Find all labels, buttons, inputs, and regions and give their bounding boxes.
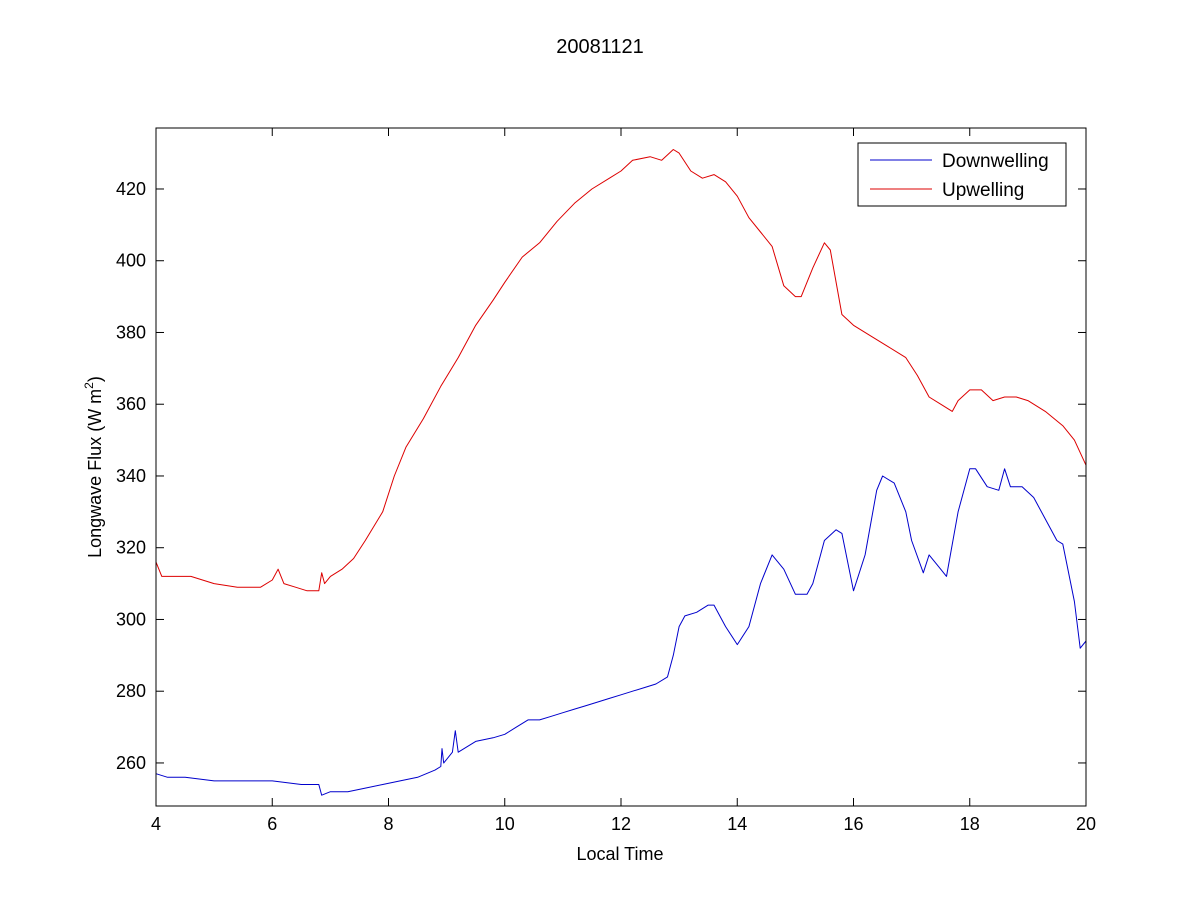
- y-axis-label: Longwave Flux (W m2): [82, 376, 105, 558]
- series-line-downwelling: [155, 468, 1087, 796]
- x-tick-label: 12: [611, 814, 631, 834]
- x-tick-label: 10: [495, 814, 515, 834]
- series-line-upwelling: [155, 149, 1087, 592]
- x-tick-label: 8: [383, 814, 393, 834]
- y-tick-label: 400: [116, 251, 146, 271]
- y-tick-label: 380: [116, 322, 146, 342]
- chart-title: 20081121: [556, 36, 644, 58]
- y-axis-label-main: Longwave Flux (W m: [85, 389, 105, 558]
- x-tick-label: 18: [960, 814, 980, 834]
- legend-box: [857, 142, 1067, 207]
- legend-label-upwelling: Upwelling: [942, 180, 1024, 201]
- y-tick-label: 340: [116, 466, 146, 486]
- x-tick-label: 6: [267, 814, 277, 834]
- y-tick-label: 300: [116, 609, 146, 629]
- x-tick-label: 20: [1076, 814, 1096, 834]
- plot-area: [155, 149, 1087, 796]
- legend-label-downwelling: Downwelling: [942, 151, 1049, 172]
- x-tick-label: 14: [727, 814, 747, 834]
- y-tick-label: 260: [116, 753, 146, 773]
- y-axis-label-close: ): [85, 376, 105, 382]
- x-tick-label: 16: [843, 814, 863, 834]
- legend: Downwelling Upwelling: [857, 142, 1067, 207]
- x-axis-label: Local Time: [576, 844, 663, 864]
- y-tick-label: 320: [116, 538, 146, 558]
- y-tick-label: 420: [116, 179, 146, 199]
- x-tick-label: 4: [151, 814, 161, 834]
- y-tick-label: 360: [116, 394, 146, 414]
- y-axis-label-superscript: 2: [82, 382, 96, 389]
- axes: 4 6 8 10 12 14 16 18 20 260 280 300 320 340 360 380 400 4…: [116, 127, 1096, 834]
- y-tick-label: 280: [116, 681, 146, 701]
